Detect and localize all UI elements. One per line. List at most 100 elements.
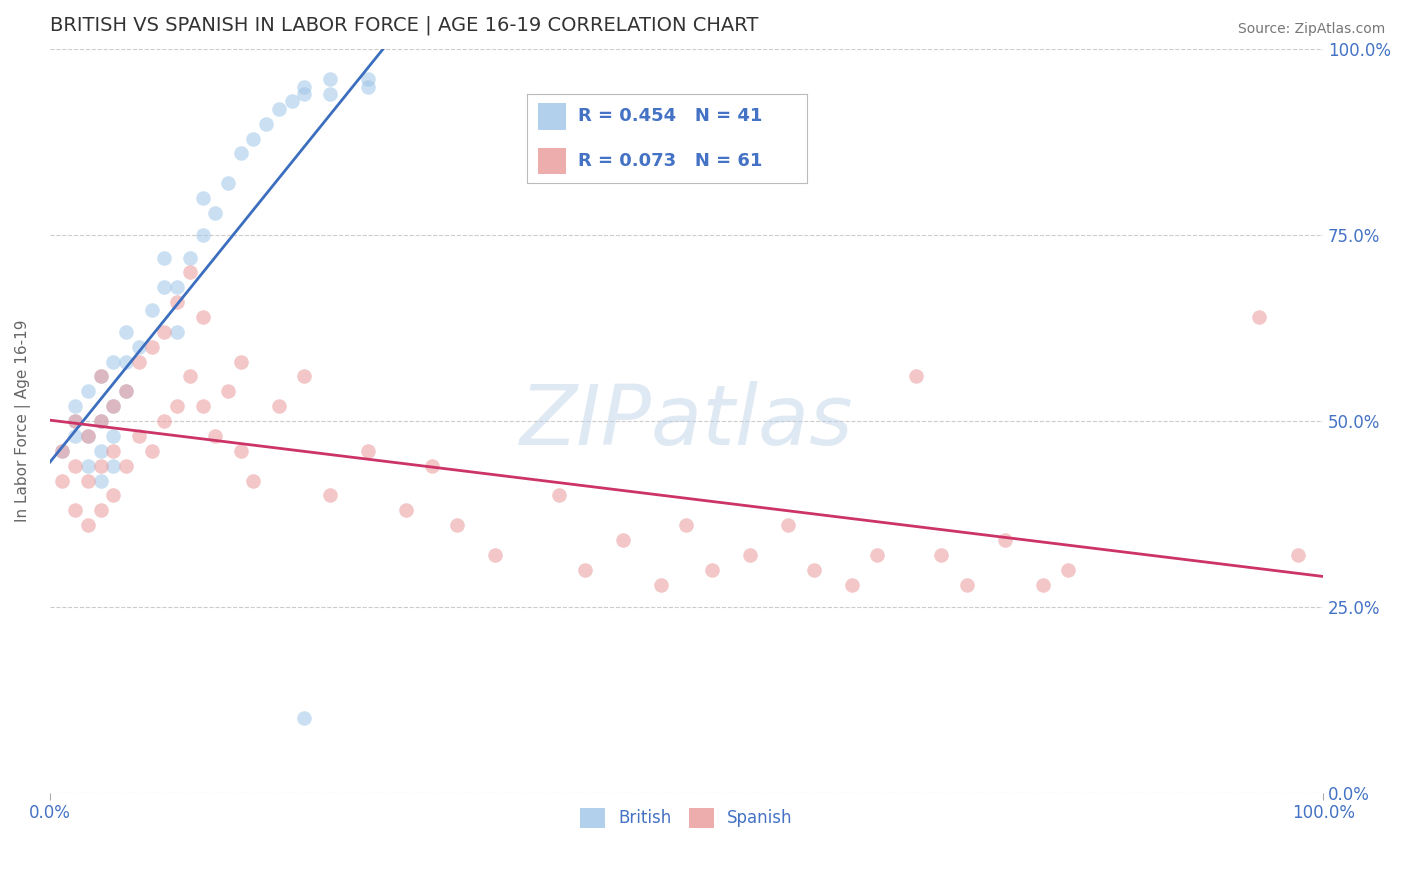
Point xyxy=(548,488,571,502)
Point xyxy=(128,354,150,368)
Point xyxy=(994,533,1017,547)
Point xyxy=(166,325,188,339)
Point xyxy=(294,369,316,384)
Point xyxy=(90,443,112,458)
Point xyxy=(153,251,176,265)
Point xyxy=(77,474,100,488)
Point xyxy=(740,548,762,562)
Point xyxy=(115,325,138,339)
Point xyxy=(357,72,380,87)
Point xyxy=(574,563,596,577)
Text: ZIPatlas: ZIPatlas xyxy=(520,381,853,461)
Point xyxy=(242,474,264,488)
Point xyxy=(675,518,697,533)
Point xyxy=(63,503,86,517)
Point xyxy=(1032,577,1054,591)
Point xyxy=(179,265,201,279)
Point xyxy=(294,87,316,101)
Point xyxy=(141,302,163,317)
Point xyxy=(90,503,112,517)
Point xyxy=(319,488,342,502)
Point xyxy=(51,474,73,488)
Point xyxy=(90,474,112,488)
Point xyxy=(229,146,252,161)
Point xyxy=(63,414,86,428)
Point xyxy=(357,79,380,94)
Text: BRITISH VS SPANISH IN LABOR FORCE | AGE 16-19 CORRELATION CHART: BRITISH VS SPANISH IN LABOR FORCE | AGE … xyxy=(49,15,758,35)
Point xyxy=(166,280,188,294)
Point xyxy=(242,131,264,145)
Point xyxy=(115,384,138,399)
Point xyxy=(1249,310,1271,324)
Point xyxy=(103,443,125,458)
Point xyxy=(191,228,214,243)
Point xyxy=(128,429,150,443)
Point xyxy=(103,354,125,368)
Point xyxy=(841,577,863,591)
Point xyxy=(267,399,290,413)
Point xyxy=(115,458,138,473)
Point xyxy=(63,458,86,473)
Point xyxy=(650,577,672,591)
Point xyxy=(484,548,506,562)
Point xyxy=(217,384,239,399)
Point xyxy=(77,458,100,473)
Point xyxy=(1286,548,1309,562)
Point xyxy=(153,280,176,294)
Point xyxy=(229,354,252,368)
Point xyxy=(103,399,125,413)
Point xyxy=(778,518,800,533)
Point xyxy=(166,295,188,310)
Point xyxy=(803,563,825,577)
Point xyxy=(319,72,342,87)
Point xyxy=(191,399,214,413)
Legend: British, Spanish: British, Spanish xyxy=(572,799,801,837)
Point xyxy=(319,87,342,101)
Point xyxy=(141,443,163,458)
Point xyxy=(191,191,214,205)
Point xyxy=(357,443,380,458)
Y-axis label: In Labor Force | Age 16-19: In Labor Force | Age 16-19 xyxy=(15,320,31,523)
Point xyxy=(90,458,112,473)
Point xyxy=(115,354,138,368)
Point xyxy=(420,458,443,473)
Text: Source: ZipAtlas.com: Source: ZipAtlas.com xyxy=(1237,22,1385,37)
Point xyxy=(395,503,418,517)
Point xyxy=(141,340,163,354)
Point xyxy=(166,399,188,413)
Point xyxy=(103,429,125,443)
Point xyxy=(77,429,100,443)
Point xyxy=(51,443,73,458)
Point xyxy=(63,414,86,428)
Point xyxy=(254,117,277,131)
Point xyxy=(229,443,252,458)
Point xyxy=(103,399,125,413)
Point xyxy=(1057,563,1080,577)
Point xyxy=(866,548,889,562)
Point xyxy=(90,369,112,384)
Point xyxy=(90,414,112,428)
Point xyxy=(103,458,125,473)
Point xyxy=(955,577,977,591)
Point xyxy=(700,563,723,577)
Point xyxy=(90,369,112,384)
Point xyxy=(612,533,634,547)
Point xyxy=(77,518,100,533)
Point xyxy=(217,176,239,190)
Point xyxy=(63,399,86,413)
Point xyxy=(153,325,176,339)
Point xyxy=(103,488,125,502)
Point xyxy=(280,95,302,109)
Point xyxy=(904,369,927,384)
Point xyxy=(179,251,201,265)
Point xyxy=(929,548,952,562)
Point xyxy=(204,206,226,220)
Point xyxy=(179,369,201,384)
Point xyxy=(128,340,150,354)
Point xyxy=(90,414,112,428)
Point xyxy=(267,102,290,116)
Point xyxy=(153,414,176,428)
Point xyxy=(77,384,100,399)
Point xyxy=(294,79,316,94)
Point xyxy=(446,518,468,533)
